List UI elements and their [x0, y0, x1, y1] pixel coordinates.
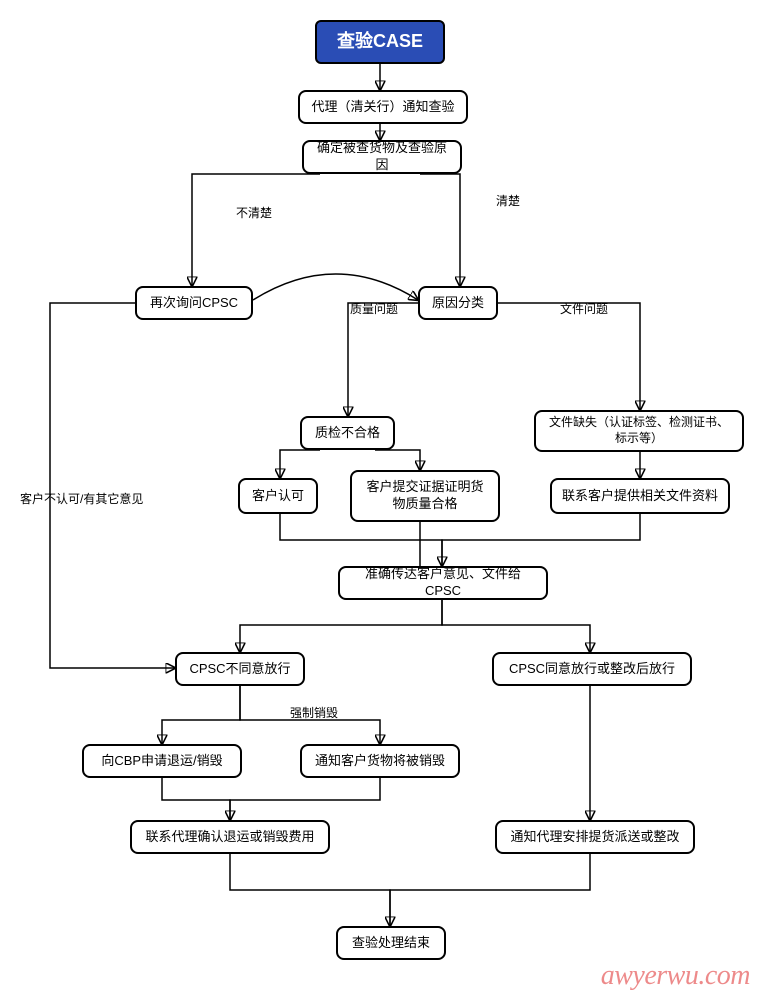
edge-label-file: 文件问题	[560, 300, 608, 317]
node-confirm-goods: 确定被查货物及查验原因	[302, 140, 462, 174]
node-contact-file: 联系客户提供相关文件资料	[550, 478, 730, 514]
node-label: 质检不合格	[315, 425, 380, 442]
edge-label-quality: 质量问题	[350, 300, 398, 317]
node-qc-fail: 质检不合格	[300, 416, 395, 450]
node-notify-dest: 通知客户货物将被销毁	[300, 744, 460, 778]
node-cust-accept: 客户认可	[238, 478, 318, 514]
node-label: 准确传达客户意见、文件给CPSC	[350, 566, 536, 600]
node-header-label: 查验CASE	[337, 30, 423, 53]
node-label: 代理（清关行）通知查验	[311, 99, 454, 116]
node-label: 客户认可	[252, 488, 304, 505]
node-header: 查验CASE	[315, 20, 445, 64]
watermark: awyerwu.com	[601, 960, 750, 992]
node-contact-fee: 联系代理确认退运或销毁费用	[130, 820, 330, 854]
node-label: CPSC同意放行或整改后放行	[509, 661, 675, 678]
node-label: CPSC不同意放行	[189, 661, 290, 678]
edge-label-unclear: 不清楚	[236, 204, 272, 221]
node-label: 文件缺失（认证标签、检测证书、标示等）	[546, 415, 732, 446]
node-label: 通知代理安排提货派送或整改	[510, 829, 679, 846]
edge-label-clear: 清楚	[496, 192, 520, 209]
node-cpsc-no: CPSC不同意放行	[175, 652, 305, 686]
node-label: 联系客户提供相关文件资料	[562, 488, 718, 505]
node-convey: 准确传达客户意见、文件给CPSC	[338, 566, 548, 600]
node-cust-submit: 客户提交证据证明货物质量合格	[350, 470, 500, 522]
node-label: 再次询问CPSC	[150, 295, 238, 312]
node-reason-cat: 原因分类	[418, 286, 498, 320]
node-label: 原因分类	[432, 295, 484, 312]
node-file-missing: 文件缺失（认证标签、检测证书、标示等）	[534, 410, 744, 452]
node-notify-arr: 通知代理安排提货派送或整改	[495, 820, 695, 854]
node-label: 客户提交证据证明货物质量合格	[362, 479, 488, 513]
edge-label-destroy: 强制销毁	[290, 704, 338, 721]
node-label: 查验处理结束	[352, 935, 430, 952]
node-case-end: 查验处理结束	[336, 926, 446, 960]
node-cpsc-yes: CPSC同意放行或整改后放行	[492, 652, 692, 686]
node-label: 通知客户货物将被销毁	[315, 753, 445, 770]
node-label: 确定被查货物及查验原因	[314, 140, 450, 174]
node-ask-cpsc: 再次询问CPSC	[135, 286, 253, 320]
node-label: 向CBP申请退运/销毁	[101, 753, 222, 770]
node-agent-notify: 代理（清关行）通知查验	[298, 90, 468, 124]
node-label: 联系代理确认退运或销毁费用	[145, 829, 314, 846]
edge-label-disagree: 客户不认可/有其它意见	[20, 490, 143, 507]
node-apply-cbp: 向CBP申请退运/销毁	[82, 744, 242, 778]
